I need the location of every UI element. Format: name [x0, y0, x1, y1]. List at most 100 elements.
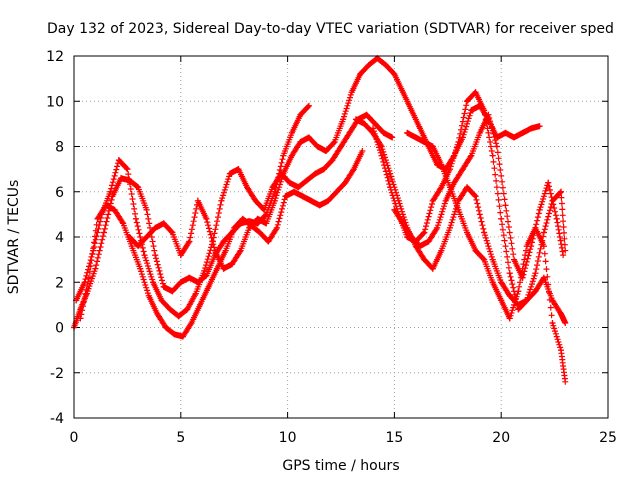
data-point: [468, 107, 475, 114]
data-point: [90, 247, 97, 254]
data-point: [222, 247, 229, 254]
data-point: [389, 134, 396, 141]
data-point: [160, 220, 167, 227]
data-point: [239, 215, 246, 222]
data-point: [126, 234, 133, 240]
data-point: [346, 129, 353, 136]
x-axis-label: GPS time / hours: [282, 458, 399, 474]
data-point: [498, 215, 505, 222]
data-point: [246, 224, 253, 231]
data-point: [171, 331, 178, 338]
data-point: [532, 288, 539, 295]
data-point: [299, 193, 306, 200]
data-point: [399, 89, 406, 96]
data-point: [455, 206, 462, 213]
data-point: [382, 62, 389, 69]
data-point: [320, 166, 327, 173]
data-point: [438, 161, 445, 168]
data-point: [291, 188, 298, 195]
data-point: [387, 184, 394, 191]
data-point: [387, 170, 394, 177]
data-point: [412, 134, 419, 141]
data-point: [152, 224, 159, 231]
data-point: [446, 166, 453, 173]
data-point: [143, 206, 150, 213]
data-point: [297, 111, 304, 118]
y-tick-label: -2: [50, 366, 64, 382]
data-point: [511, 256, 518, 263]
data-point: [145, 292, 152, 299]
data-point: [288, 129, 295, 136]
y-tick-label: 4: [55, 230, 64, 246]
data-point: [446, 184, 453, 191]
data-point: [472, 247, 479, 254]
data-point: [297, 138, 304, 145]
data-point: [560, 252, 567, 259]
data-point: [464, 184, 471, 191]
data-point: [493, 143, 500, 150]
data-series: [71, 55, 569, 385]
data-point: [323, 148, 330, 155]
data-point: [175, 313, 182, 320]
data-point: [528, 125, 535, 132]
data-point: [438, 184, 445, 191]
data-point: [167, 306, 174, 313]
data-point: [107, 188, 114, 195]
x-tick-label: 10: [279, 430, 297, 446]
data-point: [523, 297, 530, 304]
data-point: [214, 265, 221, 272]
data-point: [562, 378, 569, 385]
data-point: [408, 107, 415, 114]
data-point: [481, 256, 488, 263]
y-tick-label: 12: [46, 49, 64, 65]
data-point: [399, 220, 406, 227]
data-point: [141, 252, 148, 259]
data-point: [201, 267, 208, 274]
data-point: [464, 229, 471, 236]
data-point: [515, 288, 522, 295]
data-point: [305, 102, 312, 109]
data-point: [342, 179, 349, 186]
data-point: [158, 297, 165, 304]
data-point: [314, 143, 321, 150]
data-point: [481, 229, 488, 236]
y-tick-label: 6: [55, 185, 64, 201]
data-point: [359, 148, 366, 155]
data-point: [472, 193, 479, 200]
data-point: [186, 274, 193, 281]
data-point: [506, 292, 513, 299]
data-point: [558, 310, 565, 317]
data-point: [244, 184, 251, 191]
data-point: [192, 290, 199, 297]
data-point: [124, 166, 131, 173]
data-point: [540, 229, 547, 236]
data-point: [404, 129, 411, 136]
data-point: [442, 197, 449, 204]
data-point: [417, 243, 424, 250]
x-tick-label: 20: [492, 430, 510, 446]
data-point: [286, 179, 293, 186]
y-tick-label: 0: [55, 321, 64, 337]
data-point: [352, 116, 359, 123]
data-point: [363, 111, 370, 118]
data-point: [288, 152, 295, 159]
data-point: [120, 220, 127, 227]
data-point: [237, 247, 244, 254]
data-point: [252, 197, 259, 204]
data-point: [506, 270, 513, 277]
data-point: [256, 229, 263, 236]
data-point: [489, 152, 496, 159]
data-point: [485, 111, 492, 118]
data-point: [117, 175, 124, 182]
data-point: [265, 238, 272, 245]
data-point: [558, 188, 565, 195]
x-tick-label: 0: [70, 430, 79, 446]
data-point: [197, 301, 204, 308]
data-point: [511, 134, 518, 141]
data-point: [545, 179, 552, 186]
data-point: [143, 234, 150, 240]
data-point: [229, 261, 236, 268]
x-tick-label: 25: [599, 430, 617, 446]
series-track-8: [404, 129, 569, 385]
